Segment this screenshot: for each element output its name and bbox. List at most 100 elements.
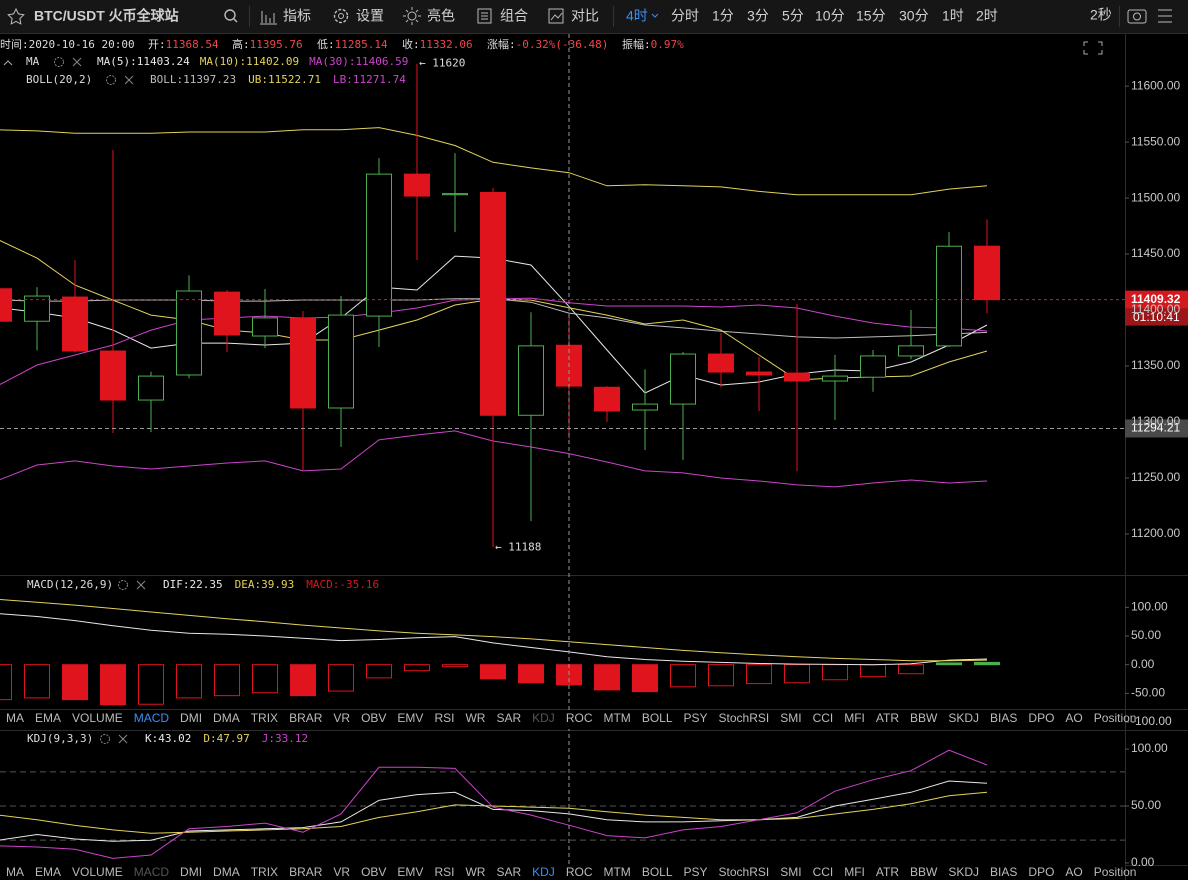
indicator-tab[interactable]: MA xyxy=(6,865,24,879)
legend-value: 11522.71 xyxy=(268,73,321,86)
indicator-tab[interactable]: EMA xyxy=(35,865,61,879)
fullscreen-icon[interactable] xyxy=(1083,41,1103,55)
panel-settings-icon[interactable] xyxy=(100,734,110,744)
indicator-tab[interactable]: MTM xyxy=(603,711,630,725)
panel-close-icon[interactable] xyxy=(136,580,146,590)
toolbar-button[interactable]: 亮色 xyxy=(427,8,455,24)
interval[interactable]: 10分 xyxy=(815,8,845,24)
toolbar-button[interactable]: 对比 xyxy=(571,8,599,24)
indicator-tab[interactable]: RSI xyxy=(434,865,454,879)
indicator-tab[interactable]: RSI xyxy=(434,711,454,725)
indicator-tab[interactable]: ROC xyxy=(566,711,593,725)
indicator-tab[interactable]: SAR xyxy=(496,865,521,879)
indicator-tab[interactable]: DPO xyxy=(1028,865,1054,879)
interval[interactable]: 5分 xyxy=(782,8,804,24)
indicator-tab[interactable]: ATR xyxy=(876,711,899,725)
indicator-tab[interactable]: StochRSI xyxy=(719,711,770,725)
indicator-tab[interactable]: SAR xyxy=(496,711,521,725)
indicator-tab[interactable]: DPO xyxy=(1028,711,1054,725)
info-item: 低:11285.14 xyxy=(317,38,388,51)
indicator-tab[interactable]: MFI xyxy=(844,711,865,725)
indicator-tab[interactable]: MA xyxy=(6,711,24,725)
indicator-tab[interactable]: CCI xyxy=(813,711,834,725)
indicator-tab[interactable]: VOLUME xyxy=(72,865,123,879)
interval[interactable]: 1时 xyxy=(942,8,964,24)
indicator-tab[interactable]: PSY xyxy=(684,711,708,725)
candle-body xyxy=(176,290,202,376)
indicator-tab[interactable]: VR xyxy=(333,865,350,879)
indicator-tab[interactable]: BBW xyxy=(910,865,938,879)
interval[interactable]: 1分 xyxy=(712,8,734,24)
indicator-tab[interactable]: SKDJ xyxy=(948,865,979,879)
indicator-tab[interactable]: MACD xyxy=(134,711,170,725)
interval[interactable]: 15分 xyxy=(856,8,886,24)
indicator-tab[interactable]: WR xyxy=(465,711,485,725)
indicator-tab[interactable]: SKDJ xyxy=(948,711,979,725)
indicator-tab[interactable]: StochRSI xyxy=(719,865,770,879)
crosshair-price-box xyxy=(1125,419,1188,438)
interval[interactable]: 30分 xyxy=(899,8,929,24)
search-icon[interactable] xyxy=(224,9,236,21)
panel-settings-icon[interactable] xyxy=(106,75,116,85)
indicator-tab[interactable]: PSY xyxy=(684,865,708,879)
indicator-tab[interactable]: SMI xyxy=(780,865,801,879)
legend-name: D: xyxy=(203,732,216,745)
panel-close-icon[interactable] xyxy=(124,75,134,85)
panel-close-icon[interactable] xyxy=(72,57,82,67)
indicator-tab[interactable]: BOLL xyxy=(642,865,673,879)
indicator-tab[interactable]: BIAS xyxy=(990,865,1017,879)
panel-close-icon[interactable] xyxy=(118,734,128,744)
indicator-tab[interactable]: OBV xyxy=(361,711,386,725)
interval[interactable]: 分时 xyxy=(671,8,699,24)
collapse-icon[interactable] xyxy=(3,60,13,66)
indicator-tab[interactable]: ROC xyxy=(566,865,593,879)
indicator-tab[interactable]: DMA xyxy=(213,711,240,725)
indicator-tab[interactable]: VR xyxy=(333,711,350,725)
indicator-tab[interactable]: OBV xyxy=(361,865,386,879)
indicator-tab[interactable]: SMI xyxy=(780,711,801,725)
indicator-tab[interactable]: BRAR xyxy=(289,711,323,725)
indicator-tab[interactable]: EMV xyxy=(397,711,423,725)
indicator-tab[interactable]: TRIX xyxy=(251,711,278,725)
indicator-tab[interactable]: Position xyxy=(1094,711,1137,725)
indicator-tab[interactable]: MFI xyxy=(844,865,865,879)
indicator-tab[interactable]: BIAS xyxy=(990,711,1017,725)
indicator-tab[interactable]: CCI xyxy=(813,865,834,879)
interval[interactable]: 2时 xyxy=(976,8,998,24)
interval[interactable]: 3分 xyxy=(747,8,769,24)
indicator-tab[interactable]: KDJ xyxy=(532,711,555,725)
indicator-tab[interactable]: BBW xyxy=(910,711,938,725)
indicator-tab[interactable]: AO xyxy=(1065,711,1082,725)
legend-value: 33.12 xyxy=(275,732,308,745)
snapshot-icon[interactable] xyxy=(1127,9,1147,24)
indicator-tab[interactable]: DMI xyxy=(180,711,202,725)
indicator-tab[interactable]: EMV xyxy=(397,865,423,879)
y-tick-label: 50.00 xyxy=(1131,798,1161,812)
toolbar xyxy=(0,0,1188,33)
toolbar-button[interactable]: 设置 xyxy=(356,8,384,24)
indicator-tab[interactable]: Position xyxy=(1094,865,1137,879)
panel-settings-icon[interactable] xyxy=(118,580,128,590)
panel-settings-icon[interactable] xyxy=(54,57,64,67)
indicator-tab-bar xyxy=(0,864,1125,880)
toolbar-button[interactable]: 指标 xyxy=(283,8,311,24)
indicator-tab[interactable]: EMA xyxy=(35,711,61,725)
indicator-tab[interactable]: DMA xyxy=(213,865,240,879)
indicator-tab[interactable]: KDJ xyxy=(532,865,555,879)
indicator-tab[interactable]: BRAR xyxy=(289,865,323,879)
macd-bar xyxy=(594,664,620,691)
refresh-rate[interactable]: 2秒 xyxy=(1090,7,1112,23)
toolbar-button[interactable]: 组合 xyxy=(500,8,528,24)
favorite-icon[interactable] xyxy=(7,7,25,25)
indicator-tab[interactable]: AO xyxy=(1065,865,1082,879)
indicator-tab[interactable]: MTM xyxy=(603,865,630,879)
menu-icon[interactable] xyxy=(1158,9,1172,23)
indicator-tab[interactable]: WR xyxy=(465,865,485,879)
indicator-tab[interactable]: ATR xyxy=(876,865,899,879)
indicator-tab[interactable]: BOLL xyxy=(642,711,673,725)
indicator-tab[interactable]: TRIX xyxy=(251,865,278,879)
indicator-tab[interactable]: DMI xyxy=(180,865,202,879)
interval[interactable]: 4时 xyxy=(626,8,648,24)
indicator-tab[interactable]: MACD xyxy=(134,865,170,879)
indicator-tab[interactable]: VOLUME xyxy=(72,711,123,725)
